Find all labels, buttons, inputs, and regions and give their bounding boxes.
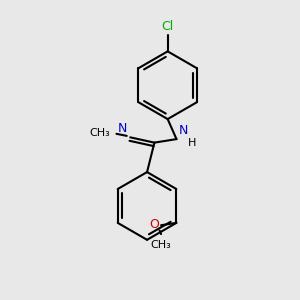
Text: Cl: Cl	[161, 20, 174, 33]
Text: N: N	[117, 122, 127, 135]
Text: CH₃: CH₃	[151, 240, 171, 250]
Text: CH₃: CH₃	[89, 128, 110, 138]
Text: H: H	[188, 138, 196, 148]
Text: N: N	[179, 124, 188, 137]
Text: O: O	[150, 218, 160, 231]
